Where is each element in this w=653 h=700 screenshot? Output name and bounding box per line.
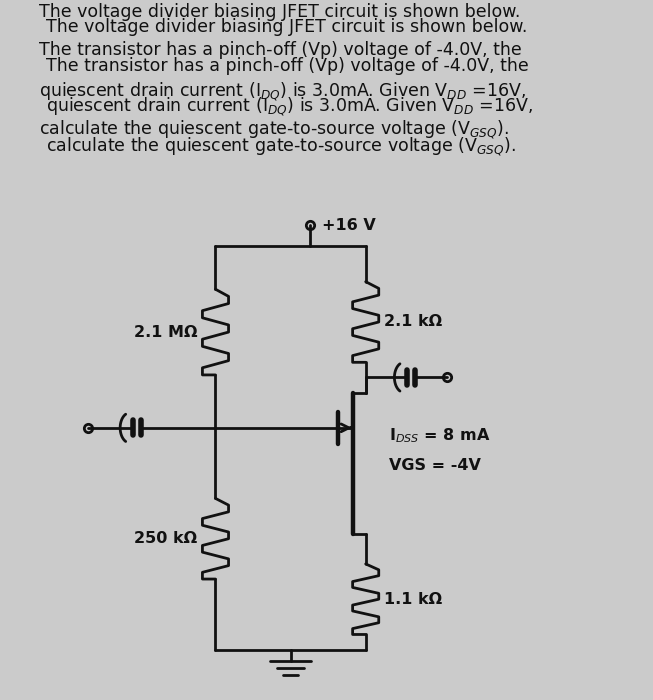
- Text: 2.1 kΩ: 2.1 kΩ: [384, 314, 442, 330]
- Text: quiescent drain current (I$_{DQ}$) is 3.0mA. Given V$_{DD}$ =16V,: quiescent drain current (I$_{DQ}$) is 3.…: [46, 96, 533, 118]
- Text: +16 V: +16 V: [322, 218, 375, 232]
- Text: 250 kΩ: 250 kΩ: [134, 531, 197, 546]
- Text: 2.1 MΩ: 2.1 MΩ: [134, 325, 197, 340]
- Text: I$_{DSS}$ = 8 mA: I$_{DSS}$ = 8 mA: [389, 426, 490, 444]
- Text: calculate the quiescent gate-to-source voltage (V$_{GSQ}$).: calculate the quiescent gate-to-source v…: [39, 118, 509, 141]
- Text: quiescent drain current (I$_{DQ}$) is 3.0mA. Given V$_{DD}$ =16V,: quiescent drain current (I$_{DQ}$) is 3.…: [39, 80, 526, 102]
- Text: The voltage divider biasing JFET circuit is shown below.: The voltage divider biasing JFET circuit…: [39, 3, 520, 21]
- Text: The transistor has a pinch-off (Vp) voltage of -4.0V, the: The transistor has a pinch-off (Vp) volt…: [39, 41, 522, 60]
- Text: VGS = -4V: VGS = -4V: [389, 458, 481, 473]
- Text: The voltage divider biasing JFET circuit is shown below.: The voltage divider biasing JFET circuit…: [46, 18, 527, 36]
- Text: The transistor has a pinch-off (Vp) voltage of -4.0V, the: The transistor has a pinch-off (Vp) volt…: [46, 57, 528, 75]
- Text: calculate the quiescent gate-to-source voltage (V$_{GSQ}$).: calculate the quiescent gate-to-source v…: [46, 135, 516, 158]
- Text: 1.1 kΩ: 1.1 kΩ: [384, 592, 442, 607]
